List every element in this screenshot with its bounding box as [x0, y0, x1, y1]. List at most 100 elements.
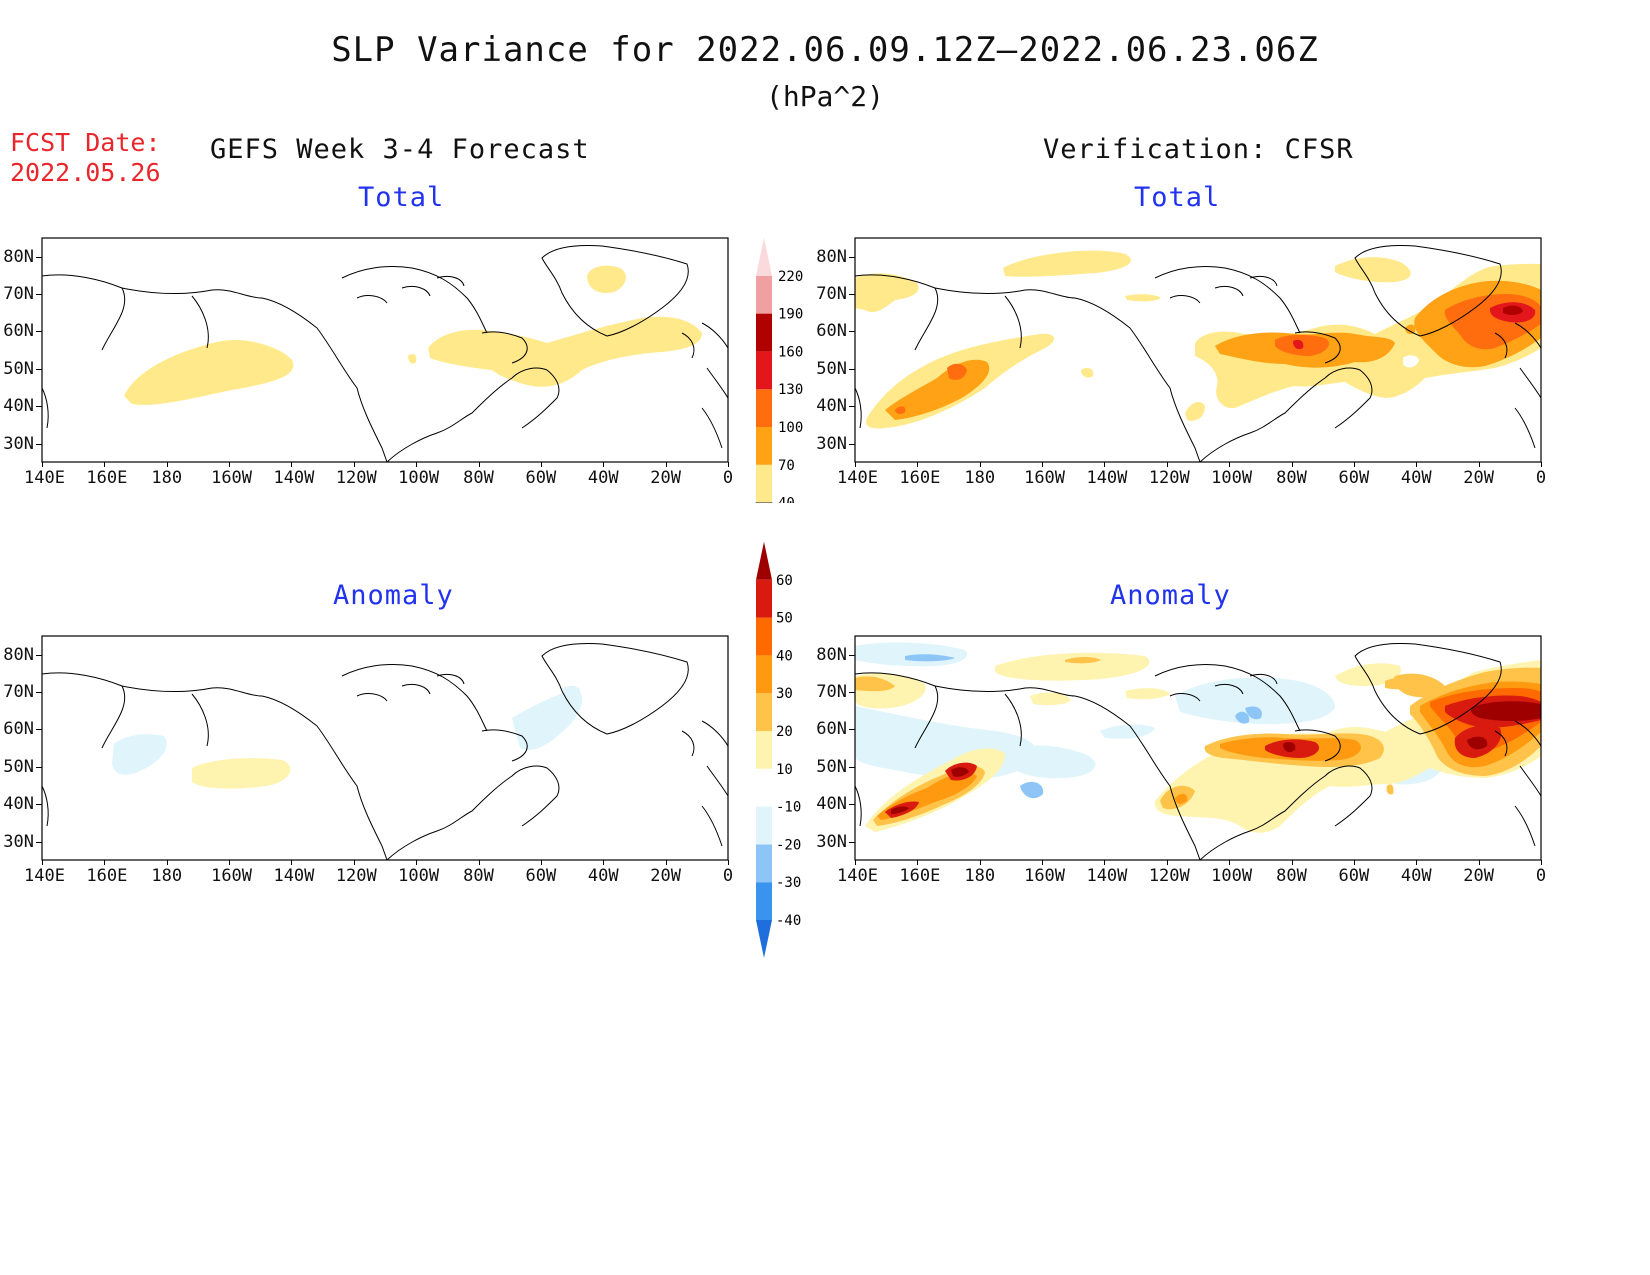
lon-tick-label: 120W [335, 866, 377, 886]
fcst-date-label: FCST Date: [10, 128, 161, 157]
lon-tick-label: 80W [463, 468, 494, 488]
lat-tick-mark [36, 842, 42, 843]
lat-tick-mark [36, 444, 42, 445]
colorbar-level-label: 100 [778, 420, 803, 436]
coastline-segment [854, 274, 1201, 463]
lon-tick-mark [353, 860, 355, 865]
coastline-segment [1494, 730, 1508, 757]
coastline-segment [1514, 407, 1536, 449]
lat-tick-label: 70N [816, 284, 847, 304]
lat-tick-label: 80N [816, 645, 847, 665]
lat-tick-label: 60N [816, 719, 847, 739]
lon-tick-mark [478, 860, 480, 865]
coastline-segment [41, 672, 388, 861]
lon-tick-label: 140W [273, 866, 315, 886]
forecast-anomaly-subtitle: Anomaly [333, 580, 454, 611]
lon-tick-label: 60W [1338, 468, 1370, 488]
coastline-segment [481, 331, 528, 364]
lon-tick-mark [166, 860, 168, 865]
coastline-segment [191, 295, 209, 349]
lon-tick-label: 140W [1086, 866, 1128, 886]
colorbar-level-label: 20 [776, 724, 793, 740]
forecast-total-map [41, 237, 729, 463]
coastline-segment [1494, 332, 1508, 359]
lon-tick-label: 0 [722, 866, 734, 886]
lat-tick-mark [36, 804, 42, 805]
lon-tick-label: 100W [1211, 866, 1253, 886]
coastline-segment [1294, 331, 1341, 364]
coastline-segment [1004, 295, 1022, 349]
coastline-segment [1004, 693, 1022, 747]
filled-contours [855, 642, 1541, 833]
lon-tick-label: 100W [398, 866, 440, 886]
coastline-segment [854, 785, 862, 827]
lon-tick-mark [1416, 860, 1418, 865]
lon-tick-mark [540, 462, 542, 467]
lat-tick-mark [36, 729, 42, 730]
colorbar-segment [756, 768, 772, 807]
lon-tick-label: 140E [837, 866, 878, 886]
lon-tick-mark [728, 860, 729, 865]
lon-tick-label: 20W [650, 468, 681, 488]
lon-tick-label: 160E [899, 468, 941, 488]
lon-tick-label: 80W [1276, 468, 1307, 488]
lat-tick-label: 40N [3, 794, 34, 814]
lon-tick-mark [665, 860, 667, 865]
colorbar-level-label: 220 [778, 269, 803, 285]
lon-tick-mark [104, 462, 106, 467]
colorbar-level-label: 130 [778, 382, 803, 398]
map-frame [854, 635, 1542, 861]
lon-tick-mark [166, 462, 168, 467]
verif-anomaly-subtitle: Anomaly [1110, 580, 1231, 611]
coastline-segment [401, 683, 431, 695]
lon-tick-mark [1541, 462, 1542, 467]
colorbar-level-label: 10 [776, 762, 793, 778]
coastlines [854, 643, 1542, 861]
lon-tick-mark [1166, 462, 1168, 467]
coastline-segment [701, 322, 729, 349]
lon-tick-mark [416, 462, 418, 467]
lon-tick-mark [1042, 860, 1044, 865]
lon-tick-mark [1478, 860, 1480, 865]
lon-tick-label: 160W [1024, 866, 1066, 886]
lat-tick-mark [849, 692, 855, 693]
coastline-segment [706, 765, 729, 797]
lon-tick-label: 120W [1148, 468, 1190, 488]
colorbar-segment [756, 806, 772, 845]
coastlines [854, 245, 1542, 463]
lat-tick-mark [36, 294, 42, 295]
lon-tick-mark [665, 462, 667, 467]
colorbar-segment [756, 427, 772, 465]
lon-tick-mark [104, 860, 106, 865]
colorbar-segment [756, 275, 772, 314]
coastline-segment [1514, 720, 1542, 747]
lon-tick-mark [416, 860, 418, 865]
lat-tick-mark [849, 444, 855, 445]
fcst-date-value: 2022.05.26 [10, 158, 161, 187]
lat-tick-mark [36, 257, 42, 258]
verif-total-subtitle: Total [1134, 182, 1221, 213]
lon-tick-mark [478, 462, 480, 467]
colorbar-top-arrow [756, 237, 772, 276]
lon-tick-label: 140E [837, 468, 878, 488]
lon-tick-mark [1353, 462, 1355, 467]
coastline-segment [341, 265, 488, 334]
coastline-segment [1514, 322, 1542, 349]
lat-tick-mark [849, 406, 855, 407]
lat-tick-mark [849, 729, 855, 730]
filled-contours [112, 686, 582, 789]
verification-heading: Verification: CFSR [1043, 134, 1354, 165]
colorbar-level-label: 60 [776, 573, 793, 589]
coastline-segment [1514, 805, 1536, 847]
coastline-segment [1354, 643, 1502, 735]
lat-tick-label: 60N [3, 321, 34, 341]
lat-tick-mark [849, 804, 855, 805]
coastline-segment [356, 295, 388, 304]
lat-tick-label: 30N [816, 434, 847, 454]
coastline-segment [1154, 265, 1301, 334]
coastline-segment [1249, 673, 1278, 685]
colorbar-segment [756, 617, 772, 656]
coastline-segment [914, 685, 939, 749]
lon-tick-mark [1478, 462, 1480, 467]
coastline-segment [1249, 275, 1278, 287]
